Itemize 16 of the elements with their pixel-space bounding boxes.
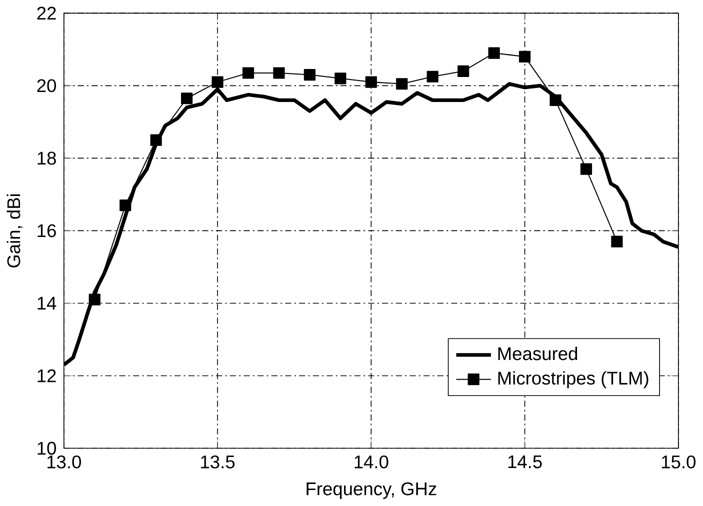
y-tick-label: 22 [37, 6, 56, 20]
x-tick-label: 14.0 [354, 456, 388, 469]
x-tick-label: 14.5 [508, 456, 542, 468]
y-tick-label: 12 [38, 369, 56, 382]
x-tick-label: 13.5 [201, 456, 235, 469]
y-tick-label: 10 [38, 442, 56, 455]
legend-label: Microstripes (TLM) [498, 371, 648, 388]
x-tick-label: 15.0 [662, 456, 696, 469]
y-tick-label: 20 [37, 79, 56, 92]
legend-label: Measured [498, 346, 578, 360]
y-tick-label: 14 [38, 297, 56, 310]
y-tick-label: 18 [38, 152, 56, 165]
x-axis-title: Frequency, GHz [306, 482, 436, 500]
y-tick-label: 16 [38, 224, 56, 238]
x-tick-label: 13.0 [47, 456, 82, 469]
y-axis-title: Gain, dBi [6, 194, 22, 268]
